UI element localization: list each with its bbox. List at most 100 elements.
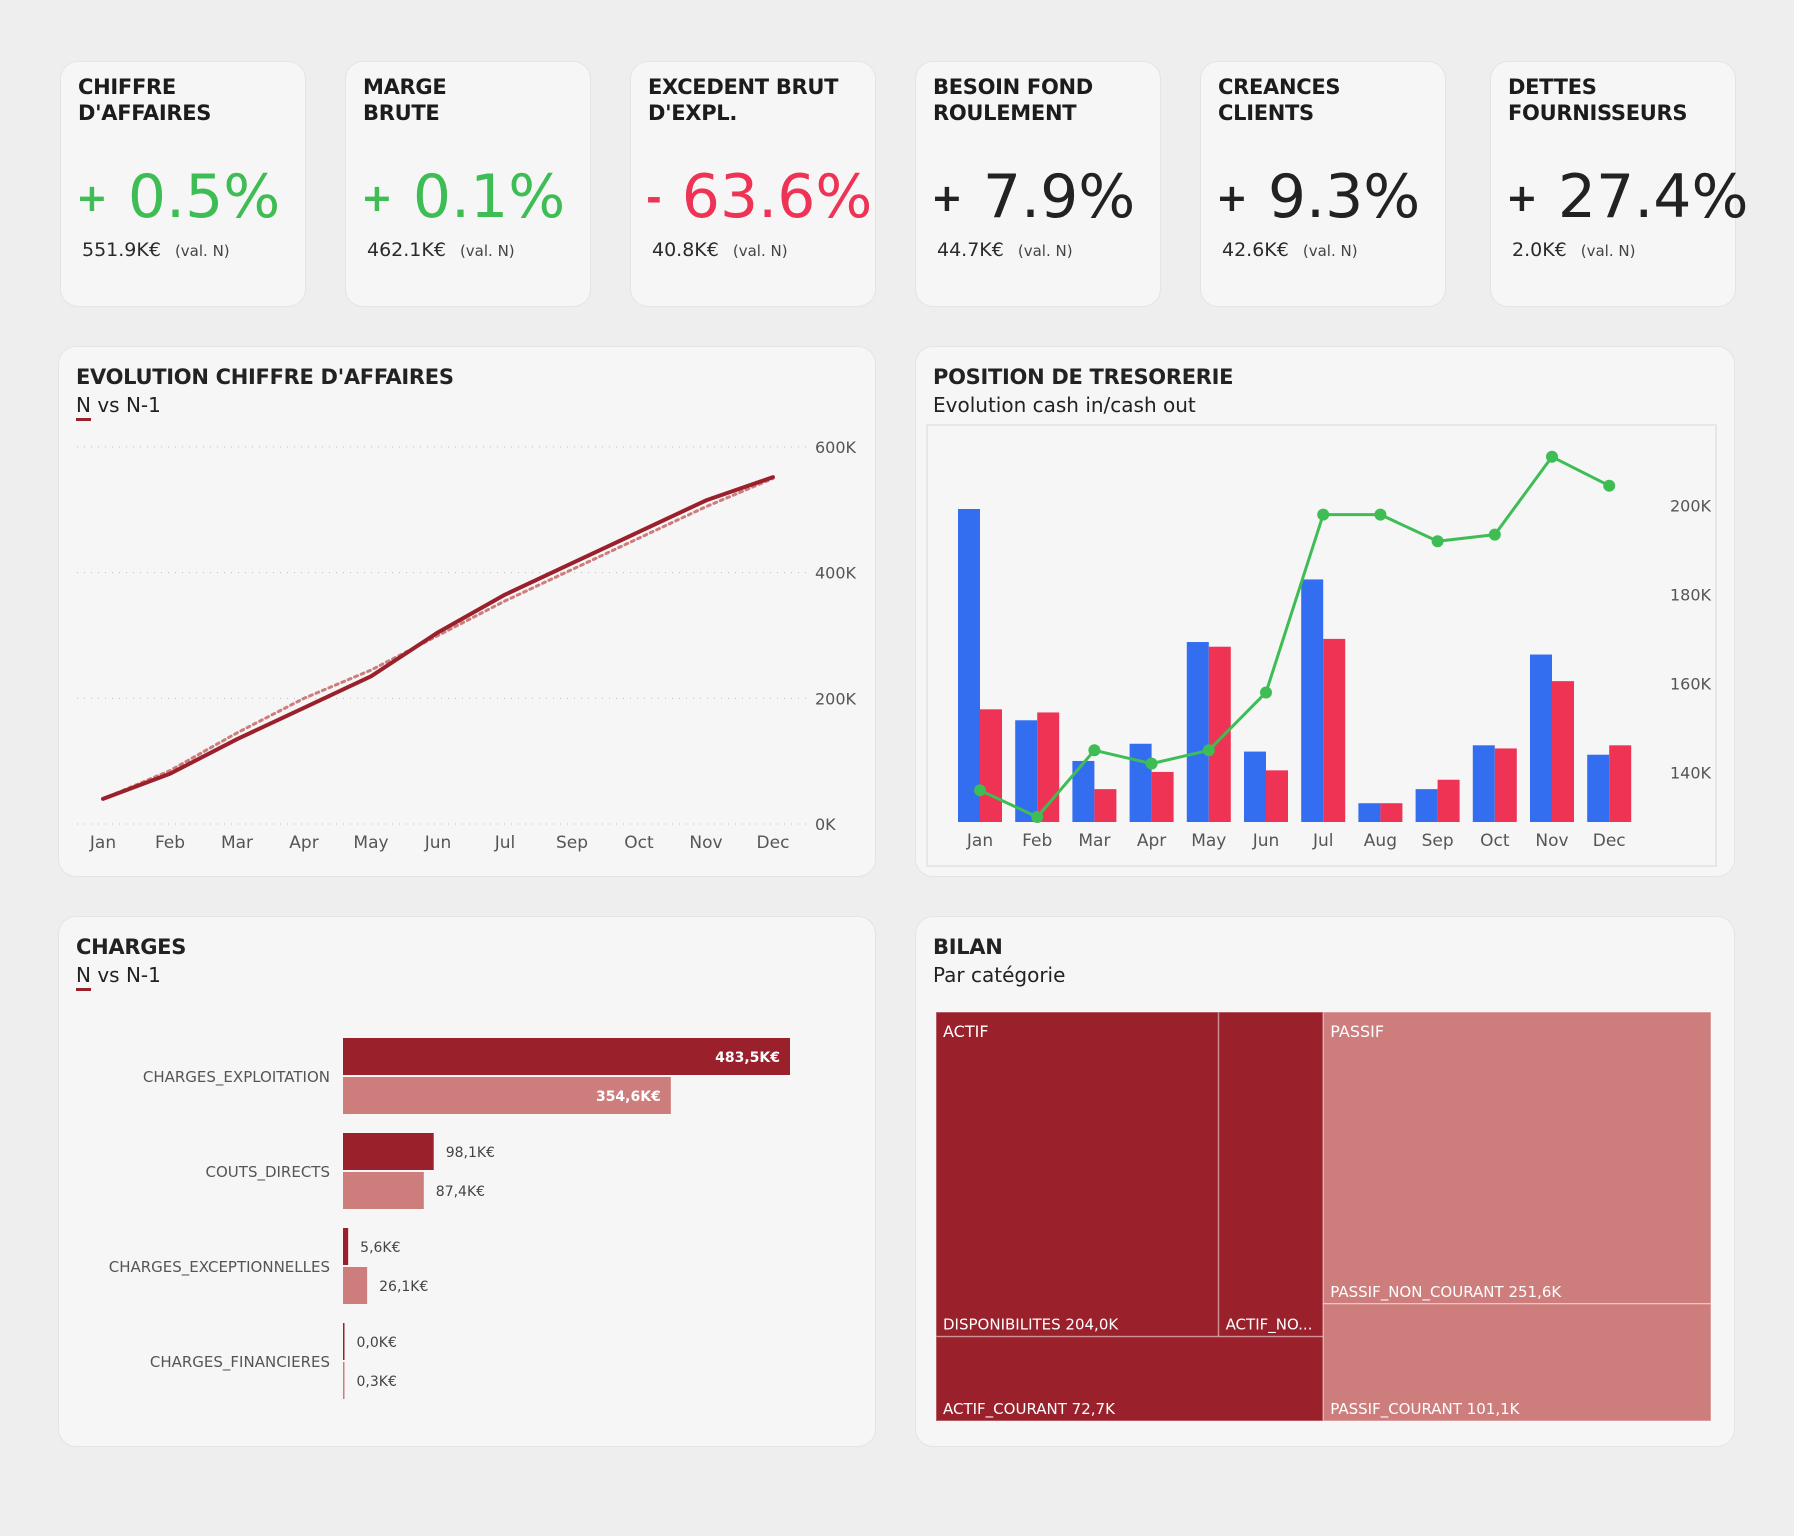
bar-N <box>343 1038 790 1075</box>
treemap-cell <box>935 1335 1325 1422</box>
x-tick-label: Apr <box>289 833 318 853</box>
x-tick-label: Nov <box>689 833 722 853</box>
bar-value-label: 98,1K€ <box>446 1145 495 1161</box>
treemap-cell-label: DISPONIBILITES 204,0K <box>943 1316 1119 1334</box>
position-point <box>1145 757 1158 770</box>
x-tick-label: Jan <box>89 833 116 853</box>
bilan-subtitle: Par catégorie <box>933 963 1066 987</box>
charges-card: CHARGES N vs N-1 CHARGES_EXPLOITATION 483… <box>58 916 876 1447</box>
bar-cash-out <box>1609 745 1632 822</box>
kpi-amount: 44.7K€ <box>937 239 1004 261</box>
bar-value-label: 0,0K€ <box>357 1335 397 1351</box>
treemap-group-label: PASSIF <box>1330 1022 1384 1041</box>
x-tick-label: Nov <box>1535 831 1568 851</box>
bar-N <box>343 1133 434 1170</box>
treemap-group-label: ACTIF <box>943 1022 989 1041</box>
bar-cash-in <box>1587 754 1610 822</box>
treemap-cell-label: PASSIF_COURANT 101,1K <box>1330 1400 1520 1419</box>
treemap-cell <box>1322 1011 1712 1305</box>
legend-n: N <box>76 963 91 991</box>
x-tick-label: Feb <box>155 833 185 853</box>
kpi-percentage: 0.5% <box>127 162 281 232</box>
bar-value-label: 87,4K€ <box>436 1184 485 1200</box>
bar-value-label: 483,5K€ <box>715 1050 780 1066</box>
position-point <box>974 784 986 797</box>
treemap-cell-label: ACTIF_NO... <box>1226 1316 1313 1335</box>
kpi-title: MARGE BRUTE <box>363 75 447 125</box>
category-label: CHARGES_EXPLOITATION <box>143 1068 330 1087</box>
bar-N <box>343 1228 349 1265</box>
kpi-amount: 42.6K€ <box>1222 239 1289 261</box>
kpi-subvalue: 40.8K€ (val. N) <box>652 239 788 261</box>
evolution-card: EVOLUTION CHIFFRE D'AFFAIRES N vs N-1 0K… <box>58 346 876 877</box>
kpi-note: (val. N) <box>1017 242 1073 260</box>
tresorerie-subtitle: Evolution cash in/cash out <box>933 393 1196 417</box>
legend-rest: vs N-1 <box>90 393 161 417</box>
bar-N-1 <box>343 1362 345 1399</box>
bar-N-1 <box>343 1172 424 1209</box>
bar-cash-out <box>1208 646 1231 822</box>
evolution-title: EVOLUTION CHIFFRE D'AFFAIRES <box>76 365 454 389</box>
bar-cash-out <box>1037 712 1060 822</box>
kpi-subvalue: 462.1K€ (val. N) <box>367 239 515 261</box>
position-line <box>979 455 1610 819</box>
position-point <box>1488 528 1501 541</box>
charges-chart: CHARGES_EXPLOITATION 483,5K€ 354,6K€ COUTS_… <box>109 1038 790 1399</box>
bar-value-label: 5,6K€ <box>360 1240 400 1256</box>
kpi-subvalue: 2.0K€ (val. N) <box>1512 239 1635 261</box>
bar-cash-out <box>980 709 1002 822</box>
bar-cash-in <box>1015 720 1038 822</box>
y-tick-label: 180K <box>1670 586 1712 605</box>
bar-N-1 <box>343 1267 368 1304</box>
x-tick-label: Apr <box>1137 831 1166 851</box>
bar-cash-in <box>1472 745 1495 822</box>
bar-cash-in <box>1301 579 1324 822</box>
kpi-value: +9.3% <box>1216 162 1420 247</box>
bar-cash-out <box>1437 779 1460 822</box>
bar-cash-in <box>1244 751 1266 822</box>
kpi-amount: 2.0K€ <box>1512 239 1567 261</box>
x-tick-label: Mar <box>221 833 253 853</box>
kpi-value: +0.5% <box>76 162 280 247</box>
bar-cash-in <box>1415 789 1438 822</box>
x-tick-label: Oct <box>624 833 654 853</box>
kpi-card: BESOIN FOND ROULEMENT +7.9% 44.7K€ (val. N) <box>915 61 1161 307</box>
treemap-cell-label: PASSIF_NON_COURANT 251,6K <box>1330 1283 1562 1302</box>
y-tick-label: 160K <box>1670 675 1712 694</box>
kpi-sign: + <box>1506 176 1538 220</box>
bar-value-label: 26,1K€ <box>379 1279 428 1295</box>
x-tick-label: Sep <box>1422 831 1454 851</box>
kpi-note: (val. N) <box>459 242 515 260</box>
kpi-title: CHIFFRE D'AFFAIRES <box>78 75 212 125</box>
kpi-card: CHIFFRE D'AFFAIRES +0.5% 551.9K€ (val. N) <box>60 61 306 307</box>
kpi-subvalue: 42.6K€ (val. N) <box>1222 239 1358 261</box>
kpi-note: (val. N) <box>174 242 230 260</box>
evolution-chart: 0K 200K 400K 600K Jan Feb Mar Apr May Jun Jul Sep Oc… <box>77 438 857 853</box>
tresorerie-title: POSITION DE TRESORERIE <box>933 365 1234 389</box>
kpi-sign: + <box>361 176 393 220</box>
position-point <box>1546 450 1558 463</box>
position-point <box>1260 686 1272 699</box>
kpi-sign: + <box>76 176 108 220</box>
charges-title: CHARGES <box>76 935 187 959</box>
bar-cash-in <box>1072 760 1095 822</box>
legend-n: N <box>76 393 91 421</box>
x-tick-label: Mar <box>1078 831 1110 851</box>
tresorerie-chart: 140K 160K 180K 200K Jan Feb Mar Apr May Jun Jul Aug… <box>926 424 1717 867</box>
y-tick-label: 140K <box>1670 764 1712 783</box>
kpi-note: (val. N) <box>732 242 788 260</box>
treemap-cell <box>935 1011 1220 1338</box>
bar-cash-in <box>1186 642 1209 822</box>
y-tick-label: 600K <box>815 438 857 457</box>
x-tick-label: Oct <box>1480 831 1510 851</box>
kpi-amount: 462.1K€ <box>367 239 446 261</box>
bar-cash-out <box>1494 748 1517 822</box>
tresorerie-card: POSITION DE TRESORERIE Evolution cash in… <box>915 346 1735 877</box>
treemap-cell <box>1322 1303 1712 1422</box>
bar-value-label: 0,3K€ <box>357 1374 397 1390</box>
bar-cash-in <box>1358 803 1381 822</box>
kpi-percentage: 0.1% <box>412 162 566 232</box>
position-point <box>1374 508 1387 521</box>
x-tick-label: May <box>1191 831 1226 851</box>
x-tick-label: Jun <box>424 833 452 853</box>
